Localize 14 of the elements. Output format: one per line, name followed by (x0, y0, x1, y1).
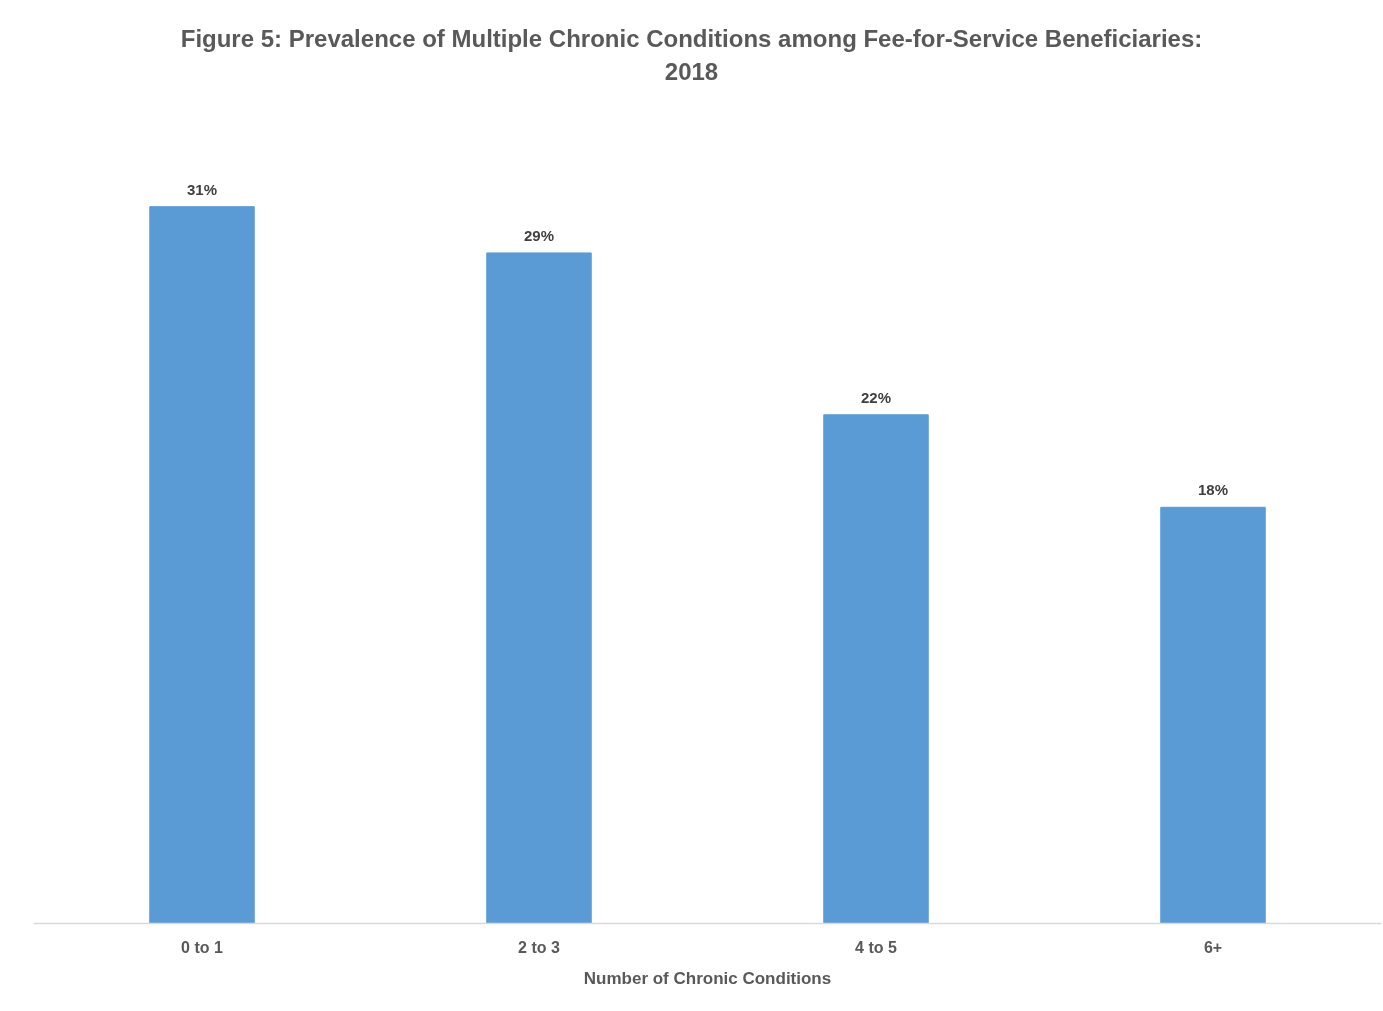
data-label: 31% (186, 180, 218, 198)
x-tick-label: 2 to 3 (518, 938, 560, 956)
x-axis-title: Number of Chronic Conditions (583, 968, 832, 988)
bar (823, 414, 929, 924)
data-label: 22% (860, 388, 892, 406)
data-label: 18% (1197, 481, 1229, 499)
bar (149, 206, 255, 924)
x-tick-label: 0 to 1 (181, 938, 223, 956)
bar (1160, 506, 1266, 924)
chart-title: Figure 5: Prevalence of Multiple Chronic Conditions among Fee-for-Service Beneficiaries: 2018 (180, 24, 1203, 87)
bar (486, 252, 592, 924)
data-label: 29% (523, 226, 555, 244)
x-tick-label: 6+ (1203, 938, 1223, 956)
x-tick-label: 4 to 5 (855, 938, 897, 956)
